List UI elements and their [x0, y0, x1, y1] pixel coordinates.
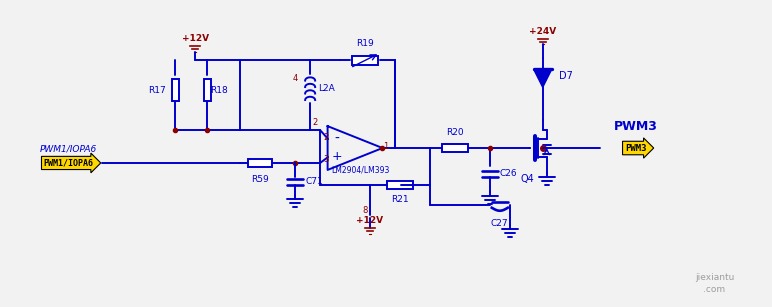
Text: PWM1/IOPA6: PWM1/IOPA6	[43, 158, 93, 167]
Bar	[204, 79, 211, 101]
Text: D7: D7	[559, 71, 573, 81]
Text: L2A: L2A	[318, 84, 335, 93]
Text: LM2904/LM393: LM2904/LM393	[331, 166, 389, 175]
Text: R20: R20	[446, 128, 464, 137]
Text: R17: R17	[147, 86, 165, 95]
Text: 3: 3	[323, 155, 329, 165]
Text: R59: R59	[252, 175, 269, 184]
Text: +: +	[332, 150, 343, 164]
Text: 1: 1	[383, 142, 388, 150]
Bar	[442, 144, 468, 152]
Text: 4: 4	[293, 74, 298, 83]
Text: 2: 2	[323, 133, 329, 142]
Text: 2: 2	[313, 118, 318, 127]
Text: 8: 8	[362, 206, 367, 215]
Text: .com: .com	[703, 285, 726, 294]
Text: +24V: +24V	[529, 26, 557, 36]
Text: PWM1/IOPA6: PWM1/IOPA6	[40, 145, 97, 154]
Text: PWM3: PWM3	[625, 144, 646, 153]
Polygon shape	[533, 69, 552, 87]
Text: +12V: +12V	[357, 216, 384, 225]
Text: Q4: Q4	[521, 174, 534, 184]
Text: C27: C27	[491, 219, 509, 228]
Bar	[387, 181, 413, 189]
Bar	[172, 79, 179, 101]
Text: -: -	[334, 132, 340, 146]
Text: C26: C26	[499, 169, 517, 178]
Text: R21: R21	[391, 195, 409, 204]
Text: R18: R18	[210, 86, 228, 95]
Text: jiexiantu: jiexiantu	[695, 273, 734, 282]
Text: R19: R19	[356, 40, 374, 49]
Bar	[249, 159, 273, 167]
Text: C71: C71	[305, 177, 323, 186]
Text: +12V: +12V	[181, 34, 209, 44]
Bar	[352, 56, 378, 65]
Text: PWM3: PWM3	[614, 120, 658, 133]
